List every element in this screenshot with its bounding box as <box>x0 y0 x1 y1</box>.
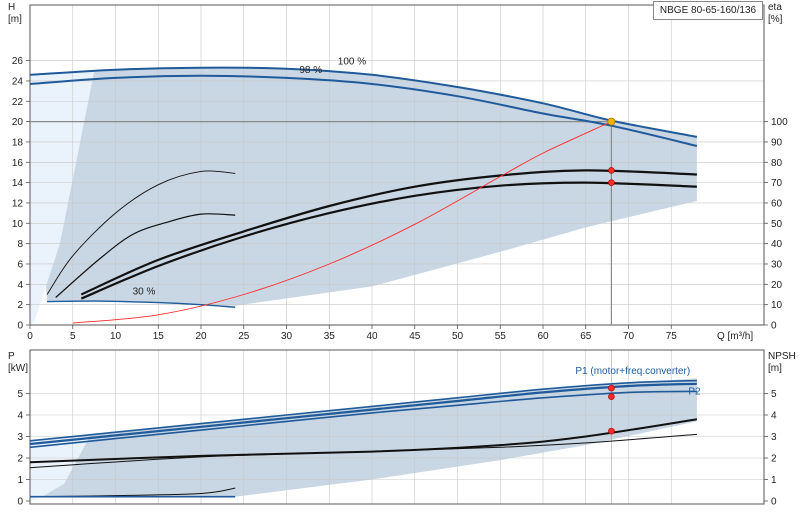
speed-label: 100 % <box>338 57 366 68</box>
y-tick-label-left: 22 <box>12 97 24 108</box>
y-tick-label-right: 1 <box>771 475 777 486</box>
curve-efficiency <box>55 213 236 298</box>
y-tick-label-right: 60 <box>771 198 783 209</box>
operating-envelope <box>30 67 697 306</box>
y-tick-label-right: 0 <box>771 497 777 508</box>
y-axis-title-right: NPSH <box>768 351 796 362</box>
power-panel: 0 0 1 1 2 2 3 3 4 4 5 5 P1 (motor+freq.converter) P2 P… <box>8 349 796 508</box>
plot-frame <box>29 4 765 326</box>
x-tick-label: 5 <box>70 331 76 342</box>
curve-efficiency <box>80 181 697 300</box>
y-tick-label-left: 20 <box>12 117 24 128</box>
y-tick-label-left: 2 <box>17 454 23 465</box>
y-tick-label-right: 70 <box>771 178 783 189</box>
y-tick-label-left: 0 <box>17 321 23 332</box>
x-tick-label: 75 <box>666 331 678 342</box>
operating-marker <box>608 384 615 392</box>
operating-marker <box>608 167 615 174</box>
y-axis-title-right: eta <box>768 2 782 13</box>
p2-label: P2 <box>688 387 701 398</box>
power-envelope <box>30 378 697 497</box>
x-tick-label: 30 <box>281 331 293 342</box>
y-tick-label-right: 5 <box>771 389 777 400</box>
curve-head <box>47 300 236 308</box>
y-axis-unit-right: [m] <box>768 363 782 374</box>
x-tick-label: 20 <box>195 331 207 342</box>
y-tick-label-right: 90 <box>771 137 783 148</box>
y-tick-label-right: 4 <box>771 411 777 422</box>
head-panel: 0 5 10 15 20 25 30 35 40 45 50 55 60 65 70 750246810121… <box>8 2 788 342</box>
y-axis-unit-left: [m] <box>8 14 22 25</box>
x-tick-label: 45 <box>409 331 421 342</box>
y-tick-label-left: 3 <box>17 432 23 443</box>
y-tick-label-right: 40 <box>771 239 783 250</box>
x-tick-label: 40 <box>366 331 378 342</box>
y-tick-label-right: 30 <box>771 259 783 270</box>
y-tick-label-left: 16 <box>12 158 24 169</box>
speed-label: 30 % <box>133 286 156 297</box>
low-flow-region <box>30 71 95 325</box>
y-tick-label-left: 18 <box>12 137 24 148</box>
p1-label: P1 (motor+freq.converter) <box>575 366 690 377</box>
y-tick-label-left: 5 <box>17 389 23 400</box>
x-tick-label: 35 <box>324 331 336 342</box>
curve-efficiency <box>46 170 236 295</box>
y-tick-label-right: 80 <box>771 158 783 169</box>
plot-frame <box>29 349 765 505</box>
x-tick-label: 25 <box>238 331 250 342</box>
x-tick-label: 15 <box>153 331 165 342</box>
curve-head <box>29 66 698 138</box>
x-tick-label: 10 <box>110 331 122 342</box>
operating-marker <box>608 427 615 435</box>
y-tick-label-left: 10 <box>12 219 24 230</box>
x-tick-label: 0 <box>27 331 33 342</box>
y-axis-unit-right: [%] <box>768 14 783 25</box>
curve-power <box>29 382 697 446</box>
curve-npsh <box>29 433 697 469</box>
y-tick-label-left: 4 <box>17 280 23 291</box>
x-tick-label: 65 <box>580 331 592 342</box>
speed-label: 98 % <box>299 65 322 76</box>
x-tick-label: 70 <box>623 331 635 342</box>
y-tick-label-left: 6 <box>17 259 23 270</box>
y-tick-label-right: 3 <box>771 432 777 443</box>
y-tick-label-left: 0 <box>17 497 23 508</box>
curve-power <box>29 379 697 442</box>
y-tick-label-left: 2 <box>17 300 23 311</box>
y-axis-unit-left: [kW] <box>8 363 28 374</box>
low-flow-region <box>30 436 90 501</box>
y-tick-label-right: 50 <box>771 219 783 230</box>
x-tick-label: 50 <box>452 331 464 342</box>
x-tick-label: 60 <box>537 331 549 342</box>
curve-head <box>29 74 698 147</box>
y-tick-label-right: 20 <box>771 280 783 291</box>
y-axis-title-left: P <box>8 351 15 362</box>
y-tick-label-left: 8 <box>17 239 23 250</box>
duty-point <box>607 117 616 126</box>
y-tick-label-right: 0 <box>771 321 777 332</box>
pump-model-label: NBGE 80-65-160/136 <box>653 1 763 20</box>
operating-marker <box>608 179 615 186</box>
y-tick-label-left: 1 <box>17 475 23 486</box>
y-tick-label-right: 100 <box>771 117 788 128</box>
x-axis-label: Q [m³/h] <box>717 331 753 342</box>
y-tick-label-left: 12 <box>12 198 24 209</box>
curve-system <box>72 121 612 324</box>
y-tick-label-left: 14 <box>12 178 24 189</box>
operating-marker <box>608 393 615 401</box>
curve-power <box>29 390 697 449</box>
x-tick-label: 55 <box>495 331 507 342</box>
y-tick-label-right: 10 <box>771 300 783 311</box>
y-tick-label-left: 26 <box>12 56 24 67</box>
y-tick-label-right: 2 <box>771 454 777 465</box>
y-tick-label-left: 4 <box>17 411 23 422</box>
y-tick-label-left: 24 <box>12 76 24 87</box>
y-axis-title-left: H <box>8 2 15 13</box>
curve-efficiency <box>80 169 697 296</box>
